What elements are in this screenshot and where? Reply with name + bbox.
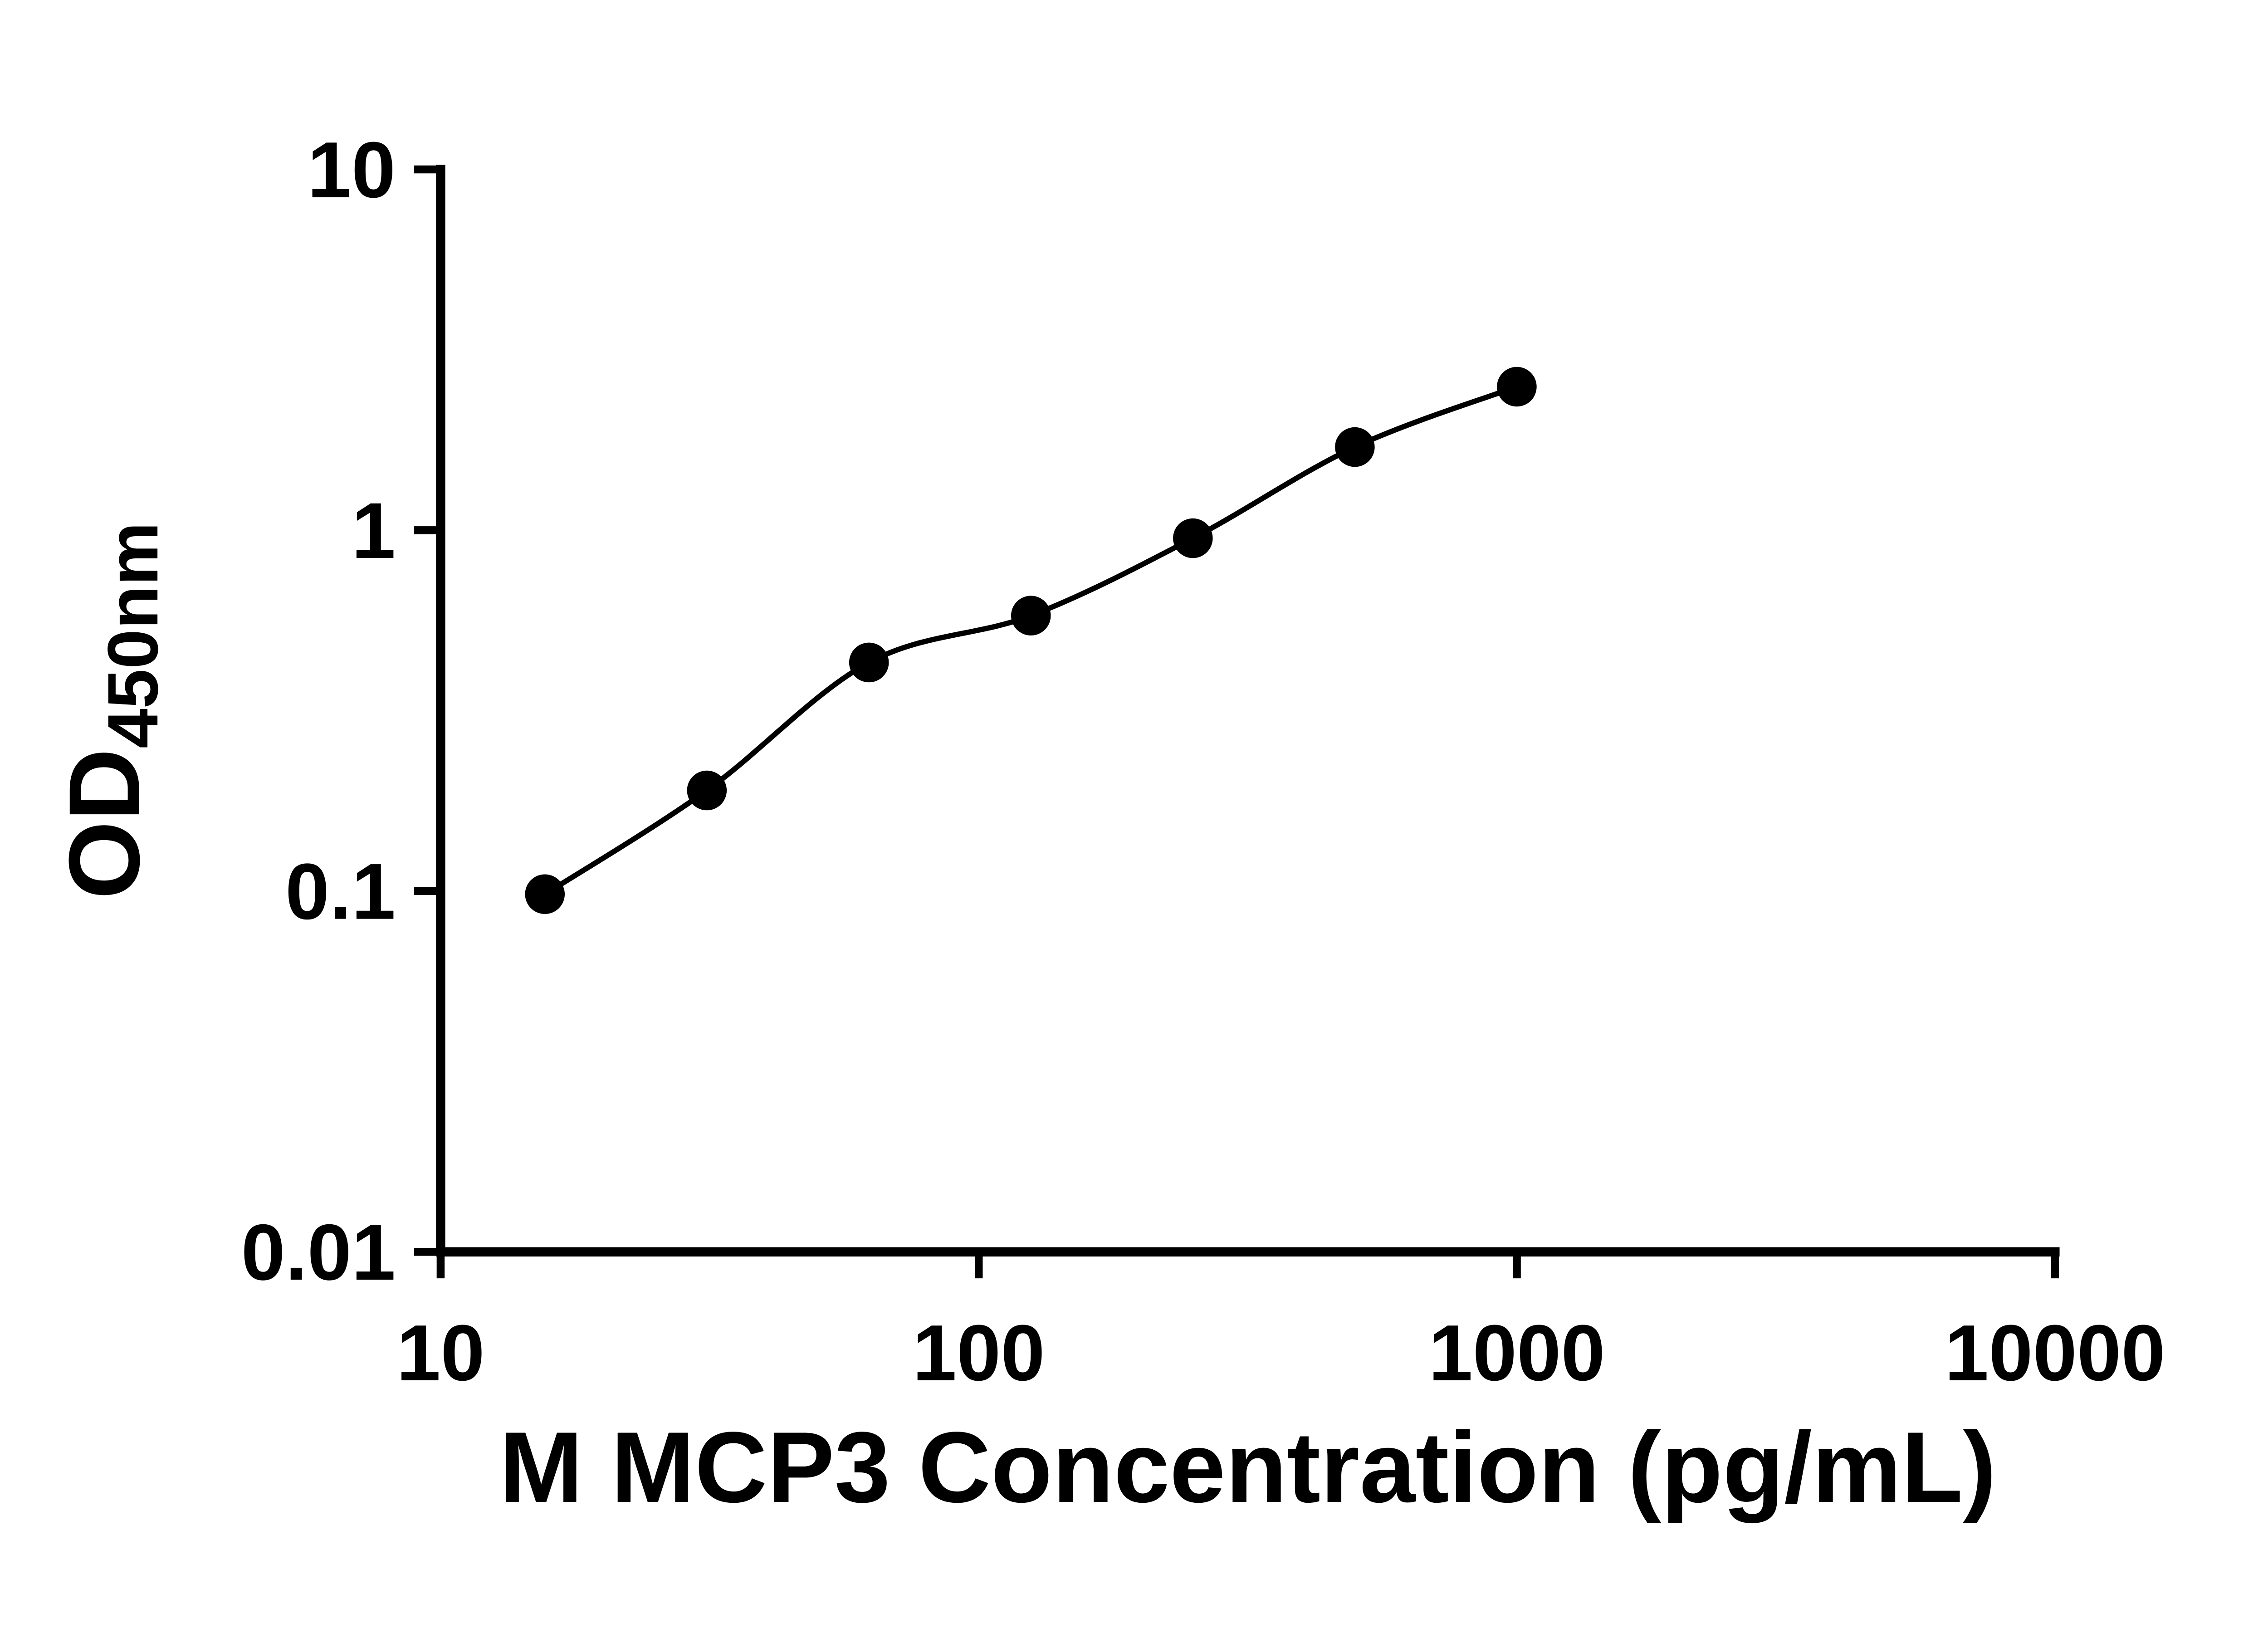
y-axis-title-subscript: 450nm xyxy=(93,522,173,748)
data-point xyxy=(525,874,565,914)
x-tick-label: 100 xyxy=(913,1309,1045,1398)
data-point xyxy=(1497,367,1537,407)
y-tick-label: 1 xyxy=(352,487,396,575)
y-tick-label: 10 xyxy=(308,126,396,215)
trend-line xyxy=(543,384,1518,897)
data-point xyxy=(1335,427,1375,467)
axis-spine xyxy=(436,165,2060,1257)
series-layer xyxy=(525,367,1537,914)
y-tick-label: 0.01 xyxy=(241,1208,396,1297)
x-tick-label: 10000 xyxy=(1945,1309,2165,1398)
y-axis-title-main: OD xyxy=(48,748,160,900)
y-axis-title: OD450nm xyxy=(48,522,173,900)
data-point xyxy=(1173,518,1213,558)
y-tick-label: 0.1 xyxy=(285,848,396,936)
x-tick-label: 10 xyxy=(396,1309,485,1398)
data-point xyxy=(687,770,727,811)
axes-layer xyxy=(414,165,2060,1279)
tick-label-layer: 10 100 1000 10000 0.01 0.1 1 10 xyxy=(241,126,2165,1398)
x-axis-title: M MCP3 Concentration (pg/mL) xyxy=(499,1411,1997,1523)
data-point xyxy=(1011,596,1051,636)
x-tick-label: 1000 xyxy=(1428,1309,1605,1398)
data-point xyxy=(849,642,889,683)
